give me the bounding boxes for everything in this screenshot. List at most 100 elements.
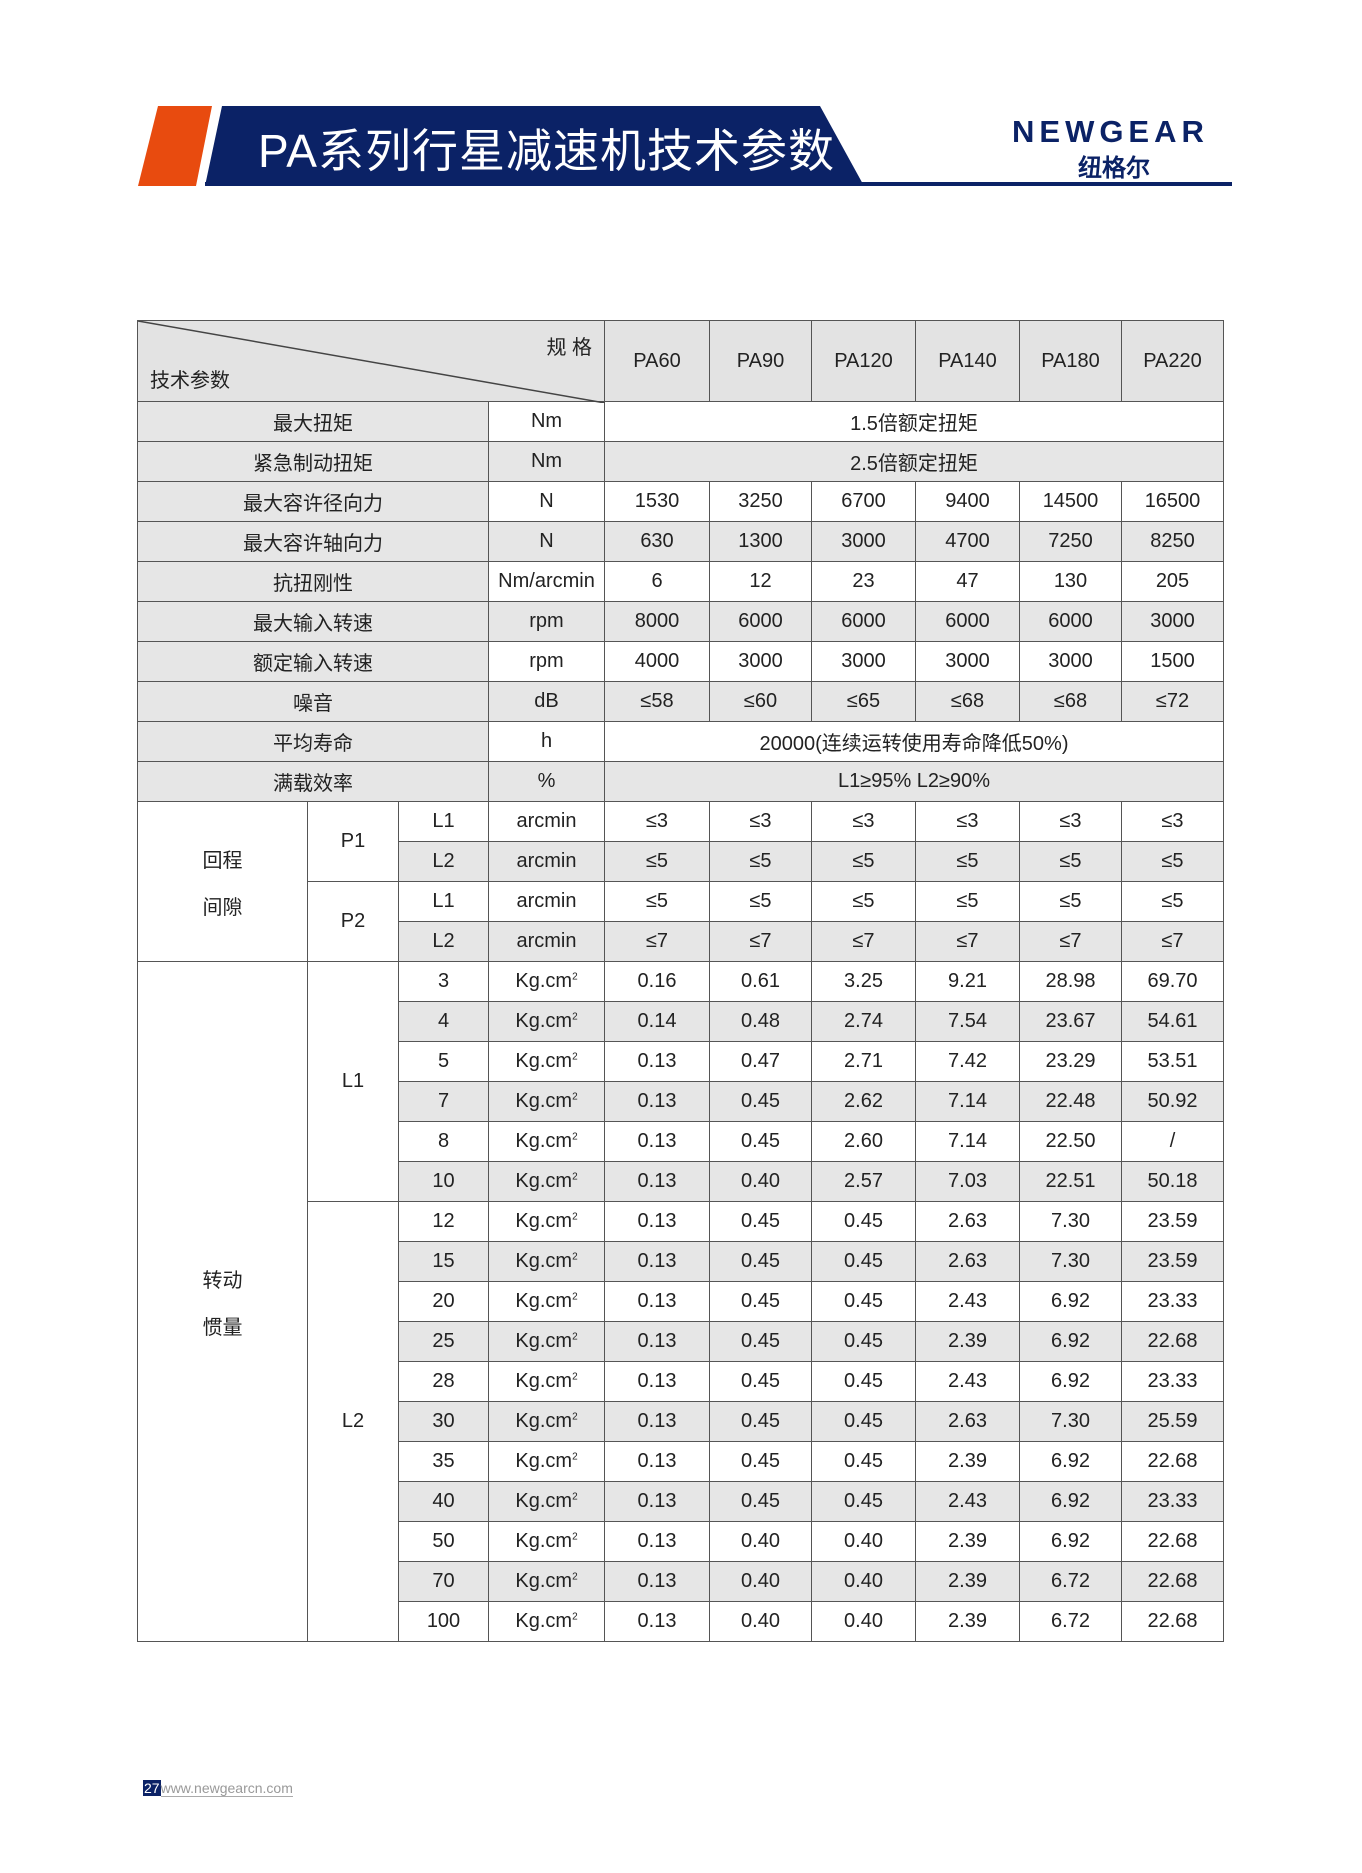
value-cell: 205 [1121, 561, 1224, 602]
value-cell: 0.13 [604, 1361, 710, 1402]
value-cell: 3.25 [811, 961, 916, 1002]
value-cell: 0.45 [709, 1401, 812, 1442]
value-cell: 2.63 [915, 1401, 1020, 1442]
param-name: 最大容许轴向力 [137, 521, 489, 562]
unit-cell: Nm/arcmin [488, 561, 605, 602]
value-cell: 69.70 [1121, 961, 1224, 1002]
value-cell: 6.72 [1019, 1561, 1122, 1602]
value-cell: ≤68 [1019, 681, 1122, 722]
unit-cell: Kg.cm2 [488, 1121, 605, 1162]
table-row: 回程 间隙 P1 L1 arcmin ≤3 ≤3 ≤3 ≤3 ≤3 ≤3 [137, 801, 1224, 962]
page-title: PA系列行星减速机技术参数 [258, 125, 835, 177]
value-cell: 22.68 [1121, 1321, 1224, 1362]
value-cell: 0.16 [604, 961, 710, 1002]
table-row: 最大输入转速 rpm 8000 6000 6000 6000 6000 3000 [137, 601, 1224, 642]
unit-text: Kg.cm [515, 1090, 573, 1112]
value-cell: 3000 [1121, 601, 1224, 642]
value-cell: ≤5 [811, 881, 916, 922]
value-cell: 0.45 [811, 1441, 916, 1482]
value-cell: 22.51 [1019, 1161, 1122, 1202]
unit-cell: Kg.cm2 [488, 1161, 605, 1202]
unit-cell: Kg.cm2 [488, 961, 605, 1002]
footer: 27www.newgearcn.com [143, 1780, 293, 1797]
value-cell: 0.13 [604, 1241, 710, 1282]
value-cell: 23.33 [1121, 1481, 1224, 1522]
value-cell: 6.92 [1019, 1281, 1122, 1322]
value-cell: 0.13 [604, 1481, 710, 1522]
unit-text: Kg.cm [515, 1490, 573, 1512]
value-cell: 0.13 [604, 1081, 710, 1122]
value-cell: ≤7 [915, 921, 1020, 962]
unit-cell: Kg.cm2 [488, 1281, 605, 1322]
unit-text: Kg.cm [515, 1330, 573, 1352]
value-cell: 7.14 [915, 1081, 1020, 1122]
model-header: PA220 [1121, 320, 1224, 402]
value-cell: 23.33 [1121, 1361, 1224, 1402]
value-cell: 0.40 [811, 1601, 916, 1642]
value-cell: 53.51 [1121, 1041, 1224, 1082]
stage-cell: L1 [398, 881, 489, 922]
unit-text: Kg.cm [515, 1010, 573, 1032]
value-cell: 0.40 [709, 1521, 812, 1562]
value-cell: 8250 [1121, 521, 1224, 562]
value-cell: 7.30 [1019, 1201, 1122, 1242]
table-row: 4 Kg.cm2 0.14 0.48 2.74 7.54 23.67 54.61 [138, 1001, 1224, 1042]
value-cell: 22.68 [1121, 1601, 1224, 1642]
value-cell: 14500 [1019, 481, 1122, 522]
value-cell: ≤5 [604, 841, 710, 882]
inertia-label-1: 转动 [202, 1269, 243, 1292]
value-cell: 47 [915, 561, 1020, 602]
value-cell: 0.45 [709, 1201, 812, 1242]
unit-cell: Kg.cm2 [488, 1201, 605, 1242]
value-cell: 23 [811, 561, 916, 602]
unit-text: Kg.cm [515, 970, 573, 992]
value-cell: ≤3 [709, 801, 812, 842]
unit-cell: % [488, 761, 605, 802]
value-cell: 1530 [604, 481, 710, 522]
unit-text: Kg.cm [515, 1370, 573, 1392]
value-cell: 23.29 [1019, 1041, 1122, 1082]
value-cell: 25.59 [1121, 1401, 1224, 1442]
unit-sup: 2 [572, 1611, 578, 1623]
website-link[interactable]: www.newgearcn.com [160, 1780, 293, 1797]
unit-text: Kg.cm [515, 1130, 573, 1152]
unit-sup: 2 [572, 1131, 578, 1143]
ratio-cell: 12 [398, 1201, 489, 1242]
value-cell: 54.61 [1121, 1001, 1224, 1042]
value-cell: 0.45 [709, 1241, 812, 1282]
value-cell: 9400 [915, 481, 1020, 522]
value-cell: 0.13 [604, 1201, 710, 1242]
ratio-cell: 28 [398, 1361, 489, 1402]
value-cell: ≤7 [709, 921, 812, 962]
value-cell: 6000 [811, 601, 916, 642]
value-cell: 4700 [915, 521, 1020, 562]
param-name: 最大输入转速 [137, 601, 489, 642]
unit-text: Kg.cm [515, 1210, 573, 1232]
backlash-label-2: 间隙 [202, 896, 243, 919]
table-row: 额定输入转速 rpm 4000 3000 3000 3000 3000 1500 [137, 641, 1224, 682]
value-cell: ≤58 [604, 681, 710, 722]
unit-sup: 2 [572, 1491, 578, 1503]
unit-cell: N [488, 481, 605, 522]
diagonal-divider [138, 321, 605, 403]
value-cell: 6000 [1019, 601, 1122, 642]
table-row: 28 Kg.cm2 0.13 0.45 0.45 2.43 6.92 23.33 [138, 1361, 1224, 1402]
unit-sup: 2 [572, 1051, 578, 1063]
table-row: 最大容许轴向力 N 630 1300 3000 4700 7250 8250 [137, 521, 1224, 562]
value-cell: 4000 [604, 641, 710, 682]
value-cell: 0.45 [709, 1441, 812, 1482]
value-cell: 0.47 [709, 1041, 812, 1082]
value-cell: ≤3 [1121, 801, 1224, 842]
value-cell: 9.21 [915, 961, 1020, 1002]
unit-cell: arcmin [488, 841, 605, 882]
value-cell: 0.45 [709, 1321, 812, 1362]
value-cell: 1300 [709, 521, 812, 562]
inertia-label-2: 惯量 [202, 1316, 243, 1339]
table-row: 5 Kg.cm2 0.13 0.47 2.71 7.42 23.29 53.51 [138, 1041, 1224, 1082]
ratio-cell: 15 [398, 1241, 489, 1282]
value-cell: ≤72 [1121, 681, 1224, 722]
value-cell: ≤5 [604, 881, 710, 922]
value-cell: 0.48 [709, 1001, 812, 1042]
value-cell: 3000 [811, 641, 916, 682]
value-cell: 2.63 [915, 1241, 1020, 1282]
